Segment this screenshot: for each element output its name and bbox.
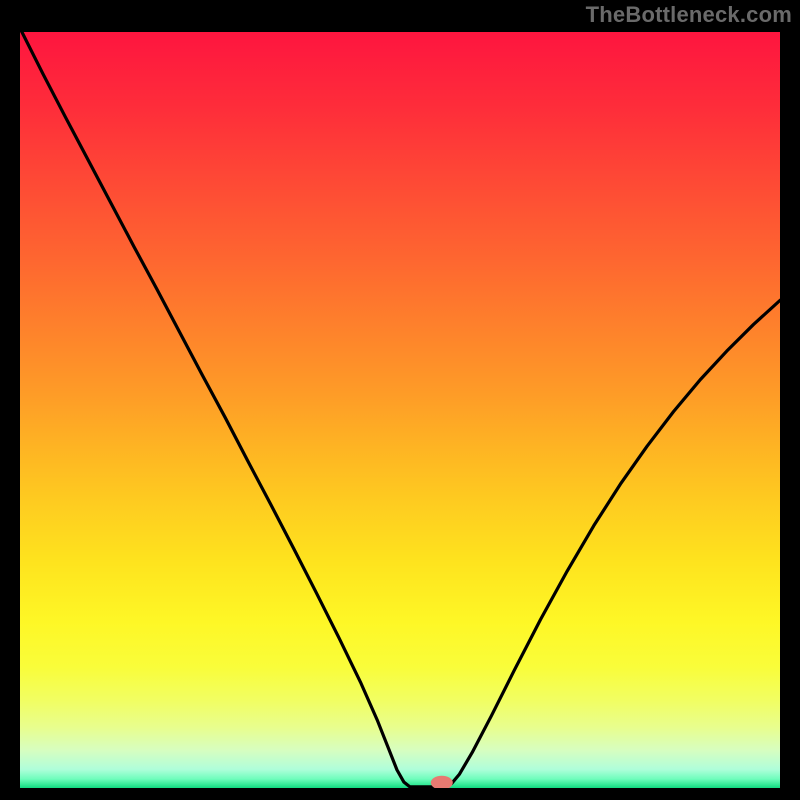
chart-container: TheBottleneck.com — [0, 0, 800, 800]
bottleneck-chart — [0, 0, 800, 800]
watermark-text: TheBottleneck.com — [586, 2, 792, 28]
optimal-marker — [431, 776, 453, 790]
plot-background — [20, 32, 780, 788]
